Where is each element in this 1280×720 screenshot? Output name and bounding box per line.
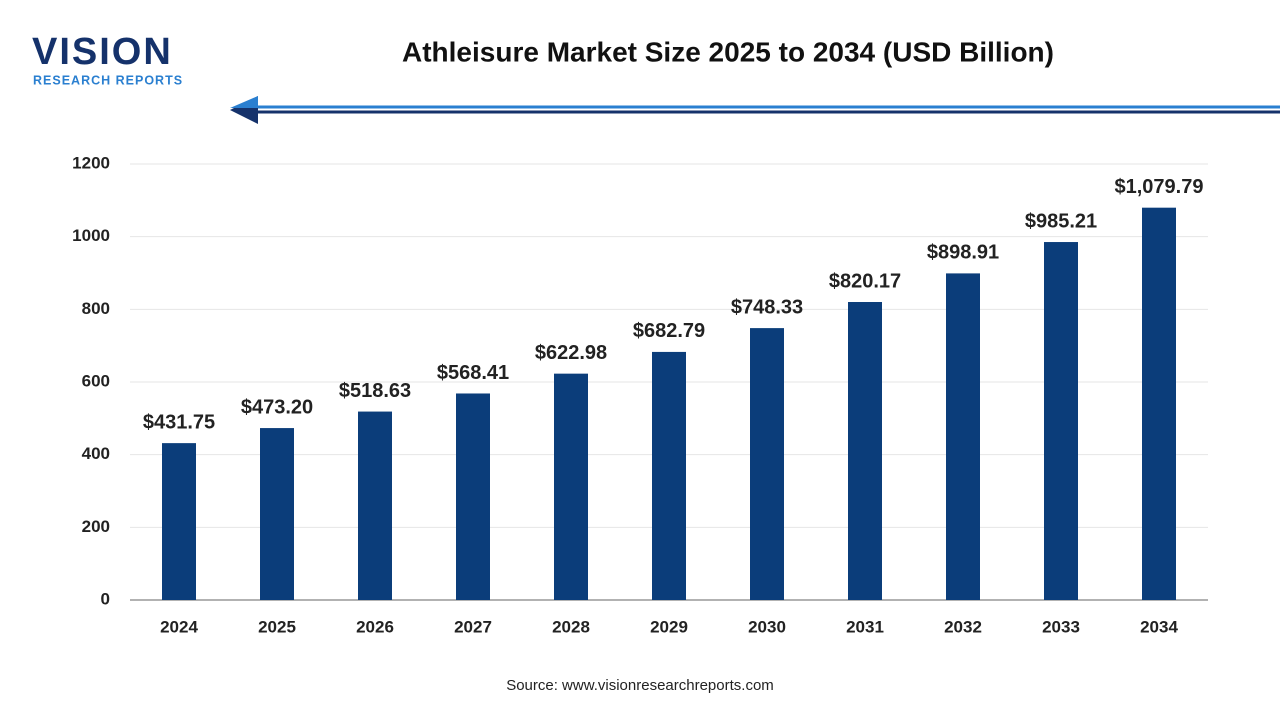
value-label: $748.33 [731,296,803,318]
value-label: $431.75 [143,411,215,433]
x-tick-label: 2033 [1042,617,1080,636]
x-tick-label: 2032 [944,617,982,636]
x-tick-label: 2024 [160,617,198,636]
value-label: $568.41 [437,362,509,384]
y-tick-label: 800 [82,299,110,318]
bar [162,443,196,600]
bar [456,393,490,600]
y-tick-label: 200 [82,517,110,536]
bar [946,273,980,600]
x-tick-label: 2027 [454,617,492,636]
value-label: $518.63 [339,380,411,402]
bar [1142,207,1176,600]
value-label: $820.17 [829,270,901,292]
bar [652,351,686,600]
x-tick-label: 2030 [748,617,786,636]
header-arrow [230,96,258,108]
value-label: $1,079.79 [1115,176,1204,198]
y-tick-label: 1000 [72,226,110,245]
logo-name: VISION [32,31,173,73]
x-tick-label: 2029 [650,617,688,636]
y-tick-label: 0 [101,589,110,608]
value-label: $985.21 [1025,210,1097,232]
x-tick-label: 2025 [258,617,296,636]
value-label: $473.20 [241,396,313,418]
bar [848,302,882,600]
bar [750,328,784,600]
logo-tagline: RESEARCH REPORTS [33,73,183,87]
value-label: $682.79 [633,320,705,342]
value-label: $622.98 [535,342,607,364]
x-tick-label: 2028 [552,617,590,636]
bar [260,428,294,600]
x-tick-label: 2031 [846,617,884,636]
source-note: Source: www.visionresearchreports.com [506,677,774,694]
bar [358,411,392,600]
value-label: $898.91 [927,242,999,264]
chart-title: Athleisure Market Size 2025 to 2034 (USD… [402,36,1054,67]
y-tick-label: 400 [82,444,110,463]
bar [1044,242,1078,601]
x-tick-label: 2026 [356,617,394,636]
y-tick-label: 600 [82,371,110,390]
y-tick-label: 1200 [72,153,110,172]
bar [554,373,588,600]
x-tick-label: 2034 [1140,617,1178,636]
